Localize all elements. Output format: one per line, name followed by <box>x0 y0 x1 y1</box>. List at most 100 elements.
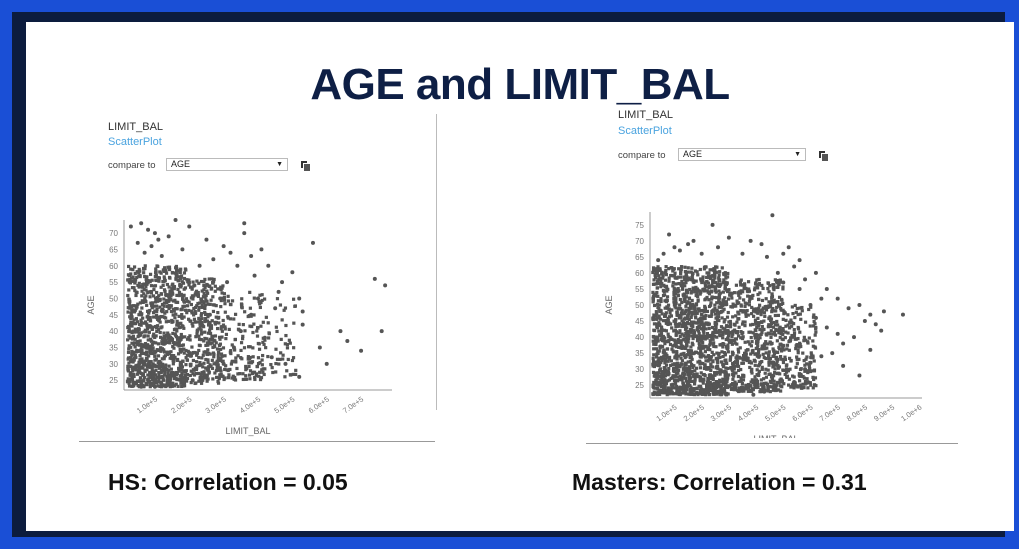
scatter-point <box>280 318 284 322</box>
scatter-point <box>131 268 135 272</box>
scatter-point <box>762 342 767 346</box>
scatter-point <box>728 321 733 326</box>
scatter-point <box>667 390 671 394</box>
scatter-point <box>183 308 188 312</box>
scatter-point <box>739 283 743 287</box>
scatter-point <box>187 278 191 282</box>
scatter-point <box>651 364 655 368</box>
scatter-point <box>137 327 141 331</box>
chevron-down-icon: ▼ <box>794 151 801 158</box>
scatter-point <box>207 323 211 327</box>
scatter-point <box>706 378 710 382</box>
scatter-point <box>702 346 706 350</box>
scatter-point <box>139 351 143 356</box>
scatter-point <box>169 338 173 342</box>
scatter-point <box>174 312 178 316</box>
scatter-point <box>699 290 703 294</box>
scatter-point <box>762 355 766 360</box>
scatter-point <box>809 351 813 355</box>
scatter-point <box>207 370 211 374</box>
scatter-point <box>699 279 703 283</box>
scatter-point <box>699 312 704 316</box>
scatter-point <box>159 285 163 289</box>
scatter-point <box>708 388 713 392</box>
scatter-point <box>651 290 655 295</box>
scatter-point <box>195 351 200 355</box>
copy-icon[interactable] <box>819 151 829 162</box>
scatter-point <box>736 374 740 379</box>
scatter-point <box>756 353 760 357</box>
scatter-point <box>795 355 799 359</box>
scatter-point <box>135 240 140 245</box>
scatter-point <box>779 380 783 384</box>
copy-icon[interactable] <box>301 161 311 172</box>
scatter-point <box>200 323 205 327</box>
scatter-point <box>134 293 138 298</box>
scatter-point <box>277 362 281 366</box>
scatter-point <box>166 319 171 323</box>
scatter-point <box>669 314 674 318</box>
scatter-point <box>269 362 273 367</box>
scatter-point <box>723 390 727 394</box>
scatter-point <box>805 377 809 381</box>
scatter-point <box>744 355 748 359</box>
scatter-point <box>162 315 167 319</box>
scatter-point <box>164 268 168 272</box>
scatter-point <box>152 315 156 319</box>
scatter-point <box>691 279 695 283</box>
scatter-point <box>183 267 188 271</box>
scatter-point <box>202 288 206 292</box>
scatter-point <box>284 333 288 338</box>
scatter-point <box>155 380 159 384</box>
scatter-point <box>730 342 734 346</box>
scatter-point <box>179 366 183 370</box>
scatter-point <box>669 359 673 363</box>
compare-select-left[interactable]: AGE ▼ <box>166 158 288 171</box>
scatter-point <box>134 365 138 369</box>
scatter-point <box>127 288 131 292</box>
scatter-point <box>139 320 143 325</box>
scatter-point <box>156 354 161 358</box>
scatter-point <box>652 328 656 332</box>
scatter-point <box>217 377 221 381</box>
scatter-point <box>659 329 664 333</box>
scatter-point <box>139 371 143 376</box>
scatter-point <box>164 363 168 367</box>
scatter-point <box>145 315 149 319</box>
scatter-point <box>178 360 182 364</box>
scatter-point <box>673 328 678 332</box>
scatter-point <box>798 312 802 316</box>
scatter-point <box>241 372 245 376</box>
scatter-point <box>701 391 705 395</box>
scatter-point <box>721 336 725 340</box>
scatter-point <box>179 378 183 382</box>
scatter-point <box>211 345 215 349</box>
compare-select-right[interactable]: AGE ▼ <box>678 148 806 161</box>
scatter-point <box>725 302 729 306</box>
scatter-point <box>222 298 227 302</box>
scatter-point <box>671 382 675 386</box>
scatter-point <box>158 320 162 324</box>
y-tick-label: 25 <box>109 376 118 385</box>
scatter-point <box>152 231 157 236</box>
scatter-point <box>701 324 705 328</box>
scatter-point <box>767 360 771 365</box>
scatter-point <box>158 359 162 364</box>
scatter-point <box>212 277 216 282</box>
scatter-point <box>666 318 670 323</box>
scatter-point <box>755 278 759 282</box>
scatter-point <box>724 366 728 370</box>
scatter-point <box>796 336 800 341</box>
scatter-point <box>790 305 794 309</box>
scatter-point <box>190 345 194 349</box>
scatter-point <box>726 392 730 396</box>
x-tick-label: 3.0e+5 <box>709 403 733 424</box>
scatter-point <box>777 381 781 385</box>
scatter-point <box>197 371 201 376</box>
scatter-point <box>660 370 665 374</box>
scatter-point <box>779 306 783 311</box>
scatter-point <box>128 356 133 360</box>
scatter-point <box>744 383 748 387</box>
scatter-point <box>684 366 688 371</box>
scatter-point <box>734 356 738 360</box>
